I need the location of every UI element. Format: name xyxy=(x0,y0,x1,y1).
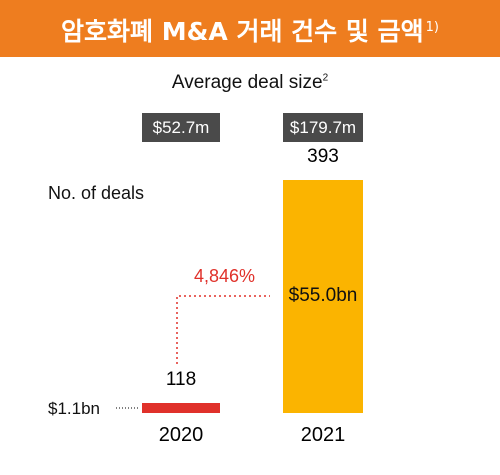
title-footnote: 1) xyxy=(425,19,439,35)
x-tick-2020: 2020 xyxy=(158,424,204,446)
average-deal-size-label: Average deal size2 xyxy=(0,72,500,94)
bar-value-2021: $55.0bn xyxy=(288,284,358,306)
average-deal-size-text: Average deal size xyxy=(171,72,323,93)
average-deal-size-footnote: 2 xyxy=(322,72,329,84)
growth-connector xyxy=(176,295,270,364)
bar-value-2020: $1.1bn xyxy=(48,399,100,418)
x-tick-2021: 2021 xyxy=(300,424,346,446)
y-axis-label: No. of deals xyxy=(48,183,145,203)
bar-2020 xyxy=(142,403,220,413)
average-deal-size-2020: $52.7m xyxy=(142,113,220,142)
chart-title-text: 암호화폐 M&A 거래 건수 및 금액 xyxy=(61,17,424,46)
average-deal-size-2021: $179.7m xyxy=(283,113,363,142)
growth-percentage: 4,846% xyxy=(194,266,256,286)
chart-title: 암호화폐 M&A 거래 건수 및 금액 1) xyxy=(0,12,500,48)
header-banner: 암호화폐 M&A 거래 건수 및 금액 1) xyxy=(0,0,500,57)
deal-count-2021: 393 xyxy=(307,146,339,167)
bar-2021 xyxy=(283,180,363,413)
deal-count-2020: 118 xyxy=(165,369,197,390)
